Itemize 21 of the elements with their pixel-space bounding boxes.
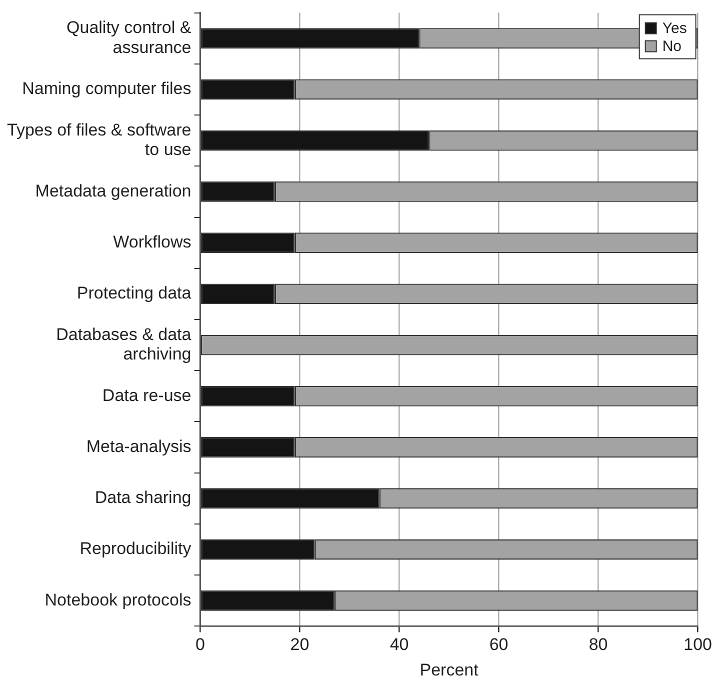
x-tick-label: 100 [684, 635, 712, 654]
y-tick-label: Metadata generation [35, 181, 192, 200]
x-tick-label: 80 [588, 635, 608, 654]
x-axis-title: Percent [420, 660, 479, 680]
legend-label: Yes [662, 20, 687, 37]
y-tick-label: Data sharing [94, 488, 192, 508]
x-tick-label: 20 [290, 635, 310, 654]
y-tick-label: Workflows [113, 232, 192, 252]
y-tick-label: Notebook protocols [44, 590, 192, 610]
y-tick-label: Naming computer files [22, 79, 192, 98]
y-tick-label: Types of files & software to use [6, 120, 192, 160]
y-tick-label: Quality control & assurance [66, 18, 192, 57]
x-tick-label: 60 [489, 635, 508, 654]
y-tick-label: Protecting data [76, 284, 192, 303]
y-tick-label: Reproducibility [80, 539, 192, 558]
y-tick-label: Meta-analysis [86, 436, 192, 456]
y-tick-label: Data re-use [102, 386, 192, 405]
legend-label: No [662, 38, 682, 55]
x-tick-label: 0 [196, 635, 205, 654]
y-tick-label: Databases & data archiving [56, 324, 192, 364]
x-tick-label: 40 [390, 635, 409, 654]
